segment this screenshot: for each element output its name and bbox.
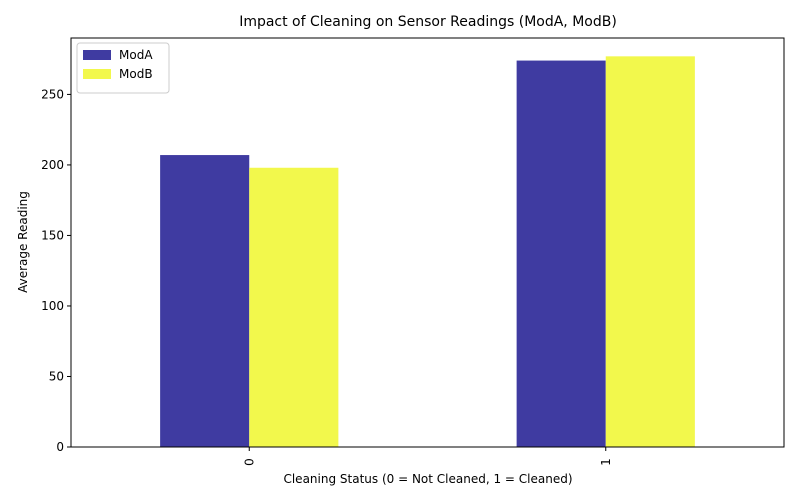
plot-frame [70,37,785,448]
bars-layer [160,56,695,448]
bar-modb-1 [605,56,695,448]
legend: ModA ModB [76,42,170,94]
y-tick-label: 150 [41,228,64,242]
bar-moda-1 [516,60,606,447]
y-tick-label: 100 [41,299,64,313]
y-tick-label: 250 [41,87,64,101]
legend-label-moda: ModA [119,48,153,62]
y-tick-label: 0 [56,440,64,454]
chart-title: Impact of Cleaning on Sensor Readings (M… [239,14,617,30]
y-ticks: 0 50 100 150 200 250 [41,87,71,454]
x-tick-label: 0 [242,458,256,466]
legend-label-modb: ModB [119,67,153,81]
y-tick-label: 200 [41,158,64,172]
legend-swatch-modb [83,69,111,79]
axes-layer [70,37,785,448]
legend-swatch-moda [83,50,111,60]
bar-moda-0 [160,155,250,447]
y-tick-label: 50 [49,369,64,383]
bar-modb-0 [249,167,339,448]
x-tick-label: 1 [599,458,613,466]
x-axis-label: Cleaning Status (0 = Not Cleaned, 1 = Cl… [283,472,572,486]
y-axis-label: Average Reading [16,191,30,293]
